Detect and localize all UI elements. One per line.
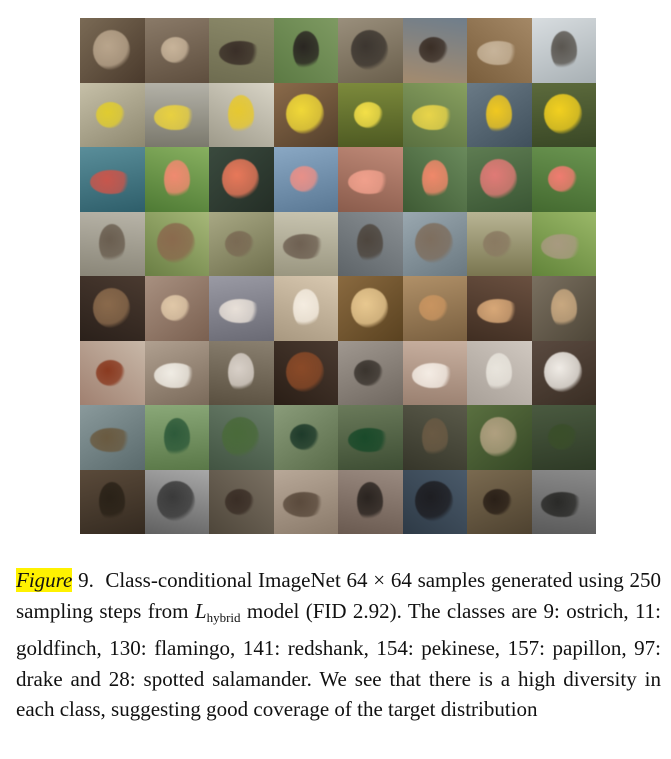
sample-image — [273, 276, 338, 341]
sample-image — [467, 18, 532, 83]
sample-image — [209, 211, 274, 276]
sample-image — [402, 469, 467, 534]
sample-image — [144, 18, 209, 83]
sample-image — [338, 211, 403, 276]
sample-image — [80, 82, 145, 147]
figure-label: Figure — [16, 568, 73, 592]
sample-image — [467, 405, 532, 470]
sample-image — [209, 18, 274, 83]
sample-image — [402, 211, 467, 276]
sample-image — [402, 18, 467, 83]
sample-image — [338, 340, 403, 405]
sample-image — [273, 82, 338, 147]
sample-image — [144, 276, 209, 341]
caption-text-before-math: Class-conditional ImageNet 64 × 64 sampl… — [16, 568, 662, 623]
sample-image — [209, 276, 274, 341]
sample-image — [80, 405, 145, 470]
caption-text-after-math: model (FID 2.92). The classes are 9: ost… — [16, 598, 662, 722]
sample-image — [144, 469, 209, 534]
figure-caption: Figure 9. Class-conditional ImageNet 64 … — [16, 565, 661, 725]
sample-image — [144, 211, 209, 276]
sample-image — [531, 469, 596, 534]
sample-image — [467, 82, 532, 147]
sample-image — [531, 147, 596, 212]
sample-image — [338, 147, 403, 212]
sample-image — [467, 469, 532, 534]
sample-image — [338, 82, 403, 147]
sample-image — [80, 340, 145, 405]
sample-image — [531, 405, 596, 470]
sample-image — [80, 276, 145, 341]
sample-image — [531, 211, 596, 276]
sample-image — [402, 340, 467, 405]
sample-image — [338, 405, 403, 470]
sample-image — [144, 340, 209, 405]
sample-image — [338, 276, 403, 341]
sample-image — [273, 18, 338, 83]
sample-image — [467, 211, 532, 276]
sample-image — [80, 469, 145, 534]
sample-image — [531, 340, 596, 405]
sample-image — [273, 405, 338, 470]
sample-image — [467, 276, 532, 341]
sample-image — [80, 18, 145, 83]
sample-image — [338, 18, 403, 83]
sample-image — [273, 211, 338, 276]
sample-image — [209, 469, 274, 534]
sample-image-grid — [80, 18, 596, 534]
sample-image — [338, 469, 403, 534]
sample-image — [209, 405, 274, 470]
sample-image — [209, 340, 274, 405]
sample-image — [467, 340, 532, 405]
sample-image — [209, 147, 274, 212]
sample-image — [144, 82, 209, 147]
sample-image — [273, 147, 338, 212]
sample-image — [531, 18, 596, 83]
sample-image — [402, 147, 467, 212]
sample-image — [402, 276, 467, 341]
loss-symbol: L — [194, 598, 207, 623]
sample-image — [80, 211, 145, 276]
sample-image — [273, 469, 338, 534]
sample-image — [80, 147, 145, 212]
sample-image — [144, 147, 209, 212]
sample-image — [402, 405, 467, 470]
loss-subscript: hybrid — [206, 609, 241, 625]
sample-image — [467, 147, 532, 212]
sample-image — [531, 276, 596, 341]
figure-number: 9. — [78, 568, 94, 592]
sample-image — [273, 340, 338, 405]
sample-image — [209, 82, 274, 147]
sample-image — [402, 82, 467, 147]
sample-image — [531, 82, 596, 147]
sample-image — [144, 405, 209, 470]
